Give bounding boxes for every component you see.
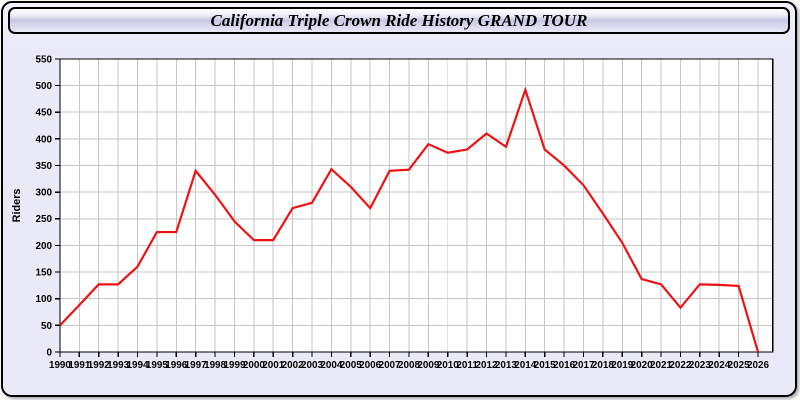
- plot-area: [59, 58, 773, 352]
- x-axis-tick-label: 2011: [456, 360, 478, 371]
- y-axis-tick-label: 100: [36, 294, 53, 305]
- x-axis-tick-label: 1999: [223, 360, 245, 371]
- y-axis-tick-label: 200: [36, 241, 53, 252]
- x-axis-tick-label: 2001: [262, 360, 284, 371]
- data-line: [59, 86, 760, 353]
- x-axis-tick-label: 1994: [127, 360, 149, 371]
- x-axis-tick-label: 1992: [88, 360, 110, 371]
- y-axis-tick-label: 500: [36, 81, 53, 92]
- x-axis-tick-label: 2019: [611, 360, 633, 371]
- x-axis-tick-label: 2004: [320, 360, 342, 371]
- x-axis-tick-label: 2012: [476, 360, 498, 371]
- x-axis-tick-label: 2021: [650, 360, 672, 371]
- x-axis-tick-label: 2005: [340, 360, 362, 371]
- x-axis-tick-label: 1997: [185, 360, 207, 371]
- y-axis-tick-label: 400: [36, 134, 53, 145]
- x-axis-tick-label: 2022: [669, 360, 691, 371]
- plot-border: [59, 58, 774, 353]
- x-axis-tick-label: 2010: [437, 360, 459, 371]
- x-axis-tick-label: 2025: [728, 360, 750, 371]
- x-axis-tick-label: 1998: [204, 360, 226, 371]
- x-axis-tick-label: 1990: [49, 360, 71, 371]
- x-axis-tick-label: 2017: [572, 360, 594, 371]
- x-axis-tick-label: 2016: [553, 360, 575, 371]
- x-axis-tick-label: 2024: [708, 360, 730, 371]
- x-axis-tick-label: 2026: [747, 360, 769, 371]
- x-axis-tick-label: 2006: [359, 360, 381, 371]
- x-axis-tick-label: 2020: [631, 360, 653, 371]
- x-axis-tick-label: 2013: [495, 360, 517, 371]
- y-axis-title: Riders: [11, 189, 23, 223]
- x-axis-tick-label: 2003: [301, 360, 323, 371]
- chart-title: California Triple Crown Ride History GRA…: [210, 11, 588, 30]
- x-axis-tick-label: 1991: [68, 360, 90, 371]
- x-axis-tick-label: 2007: [379, 360, 401, 371]
- x-axis-tick-label: 2002: [282, 360, 304, 371]
- y-axis-tick-label: 550: [36, 54, 53, 65]
- title-bar: California Triple Crown Ride History GRA…: [8, 7, 790, 34]
- x-axis-tick-label: 1996: [165, 360, 187, 371]
- x-axis-tick-label: 1995: [146, 360, 168, 371]
- y-axis-tick-label: 50: [41, 321, 52, 332]
- y-axis-tick-label: 350: [36, 161, 53, 172]
- x-axis-tick-label: 2000: [243, 360, 265, 371]
- y-axis-tick-label: 450: [36, 108, 53, 119]
- x-axis-tick-label: 2009: [417, 360, 439, 371]
- x-axis-tick-label: 2023: [689, 360, 711, 371]
- x-axis-tick-label: 2015: [534, 360, 556, 371]
- y-axis-tick-label: 300: [36, 188, 53, 199]
- y-axis-tick-label: 250: [36, 214, 53, 225]
- x-axis-tick-label: 1993: [107, 360, 129, 371]
- y-axis-tick-label: 0: [47, 347, 53, 358]
- x-axis-tick-label: 2018: [592, 360, 614, 371]
- y-axis-tick-label: 150: [36, 268, 53, 279]
- x-axis-tick-label: 2014: [514, 360, 536, 371]
- line-chart: 0501001502002503003504004505005501990199…: [11, 54, 774, 371]
- x-axis-tick-label: 2008: [398, 360, 420, 371]
